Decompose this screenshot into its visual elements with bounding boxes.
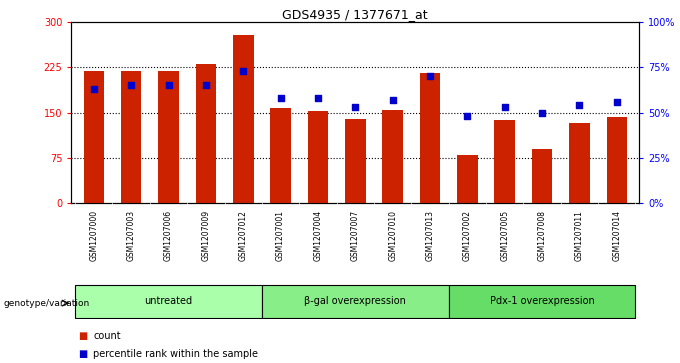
Text: count: count	[93, 331, 121, 341]
Text: GSM1207001: GSM1207001	[276, 210, 285, 261]
Text: GSM1207005: GSM1207005	[500, 210, 509, 261]
Text: ■: ■	[78, 331, 88, 341]
Bar	[271, 108, 291, 203]
Text: Pdx-1 overexpression: Pdx-1 overexpression	[490, 295, 594, 306]
Text: GSM1207014: GSM1207014	[612, 210, 622, 261]
Point	[537, 110, 547, 115]
Text: GSM1207010: GSM1207010	[388, 210, 397, 261]
Bar	[75, 285, 262, 318]
Point	[611, 99, 622, 105]
Bar	[382, 110, 403, 203]
Bar	[532, 149, 552, 203]
Text: GSM1207000: GSM1207000	[89, 210, 99, 261]
Bar	[607, 117, 627, 203]
Bar	[262, 285, 449, 318]
Text: GSM1207003: GSM1207003	[126, 210, 136, 261]
Point	[499, 104, 510, 110]
Text: GSM1207007: GSM1207007	[351, 210, 360, 261]
Bar	[307, 111, 328, 203]
Bar	[233, 35, 254, 203]
Point	[126, 82, 137, 88]
Text: GSM1207002: GSM1207002	[463, 210, 472, 261]
Title: GDS4935 / 1377671_at: GDS4935 / 1377671_at	[282, 8, 428, 21]
Text: untreated: untreated	[144, 295, 192, 306]
Bar	[345, 119, 366, 203]
Text: percentile rank within the sample: percentile rank within the sample	[93, 349, 258, 359]
Bar	[449, 285, 636, 318]
Bar	[158, 72, 179, 203]
Point	[238, 68, 249, 74]
Text: GSM1207008: GSM1207008	[538, 210, 547, 261]
Text: GSM1207013: GSM1207013	[426, 210, 435, 261]
Text: GSM1207006: GSM1207006	[164, 210, 173, 261]
Point	[574, 102, 585, 108]
Bar	[121, 72, 141, 203]
Point	[424, 73, 435, 79]
Text: ■: ■	[78, 349, 88, 359]
Text: β-gal overexpression: β-gal overexpression	[305, 295, 406, 306]
Bar	[84, 72, 104, 203]
Text: GSM1207011: GSM1207011	[575, 210, 584, 261]
Bar	[196, 64, 216, 203]
Bar	[569, 123, 590, 203]
Point	[275, 95, 286, 101]
Text: genotype/variation: genotype/variation	[3, 299, 90, 307]
Point	[313, 95, 324, 101]
Point	[387, 97, 398, 103]
Bar	[420, 73, 440, 203]
Point	[163, 82, 174, 88]
Text: GSM1207009: GSM1207009	[201, 210, 210, 261]
Point	[462, 113, 473, 119]
Point	[201, 82, 211, 88]
Bar	[457, 155, 477, 203]
Text: GSM1207012: GSM1207012	[239, 210, 248, 261]
Text: GSM1207004: GSM1207004	[313, 210, 322, 261]
Bar	[494, 120, 515, 203]
Point	[88, 86, 99, 92]
Point	[350, 104, 360, 110]
